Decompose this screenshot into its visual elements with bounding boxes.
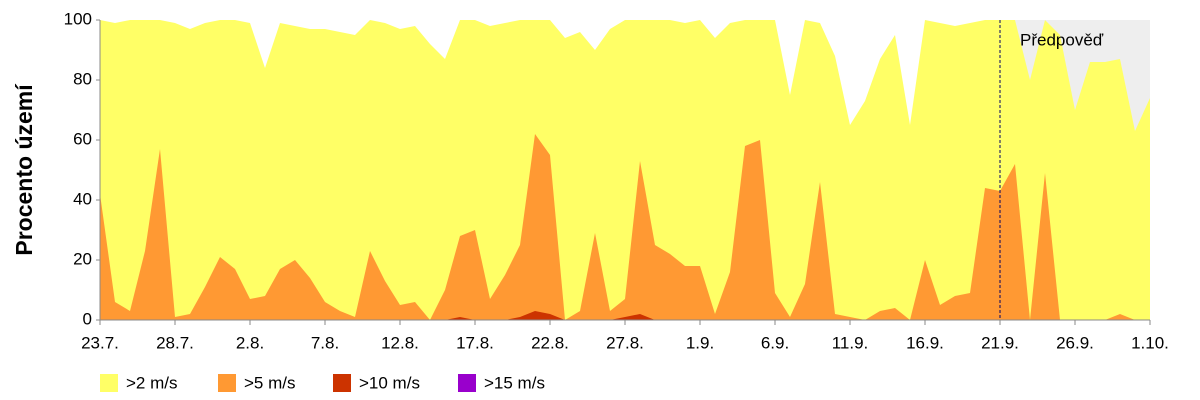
x-tick-label: 2.8. [236,333,264,352]
legend-swatch [458,374,476,392]
legend-swatch [100,374,118,392]
x-tick-label: 21.9. [981,333,1019,352]
area [100,134,1150,320]
legend-label: >10 m/s [359,373,420,392]
x-tick-label: 26.9. [1056,333,1094,352]
y-tick-label: 100 [64,9,92,28]
x-tick-label: 27.8. [606,333,644,352]
x-tick-label: 1.9. [686,333,714,352]
x-tick-label: 17.8. [456,333,494,352]
x-tick-label: 28.7. [156,333,194,352]
x-tick-label: 22.8. [531,333,569,352]
y-axis-label: Procento území [11,83,37,256]
area [100,20,1150,320]
legend-swatch [218,374,236,392]
legend-swatch [333,374,351,392]
x-tick-label: 12.8. [381,333,419,352]
legend-label: >15 m/s [484,373,545,392]
y-tick-label: 80 [73,69,92,88]
legend-label: >5 m/s [244,373,296,392]
x-tick-label: 23.7. [81,333,119,352]
x-tick-label: 6.9. [761,333,789,352]
x-tick-label: 11.9. [832,333,869,352]
forecast-label: Předpověď [1020,30,1104,49]
x-tick-label: 1.10. [1131,333,1169,352]
legend-label: >2 m/s [126,373,178,392]
y-tick-label: 40 [73,189,92,208]
area [100,311,1150,320]
x-tick-label: 16.9. [906,333,944,352]
y-tick-label: 20 [73,249,92,268]
y-tick-label: 0 [83,309,92,328]
x-tick-label: 7.8. [311,333,339,352]
y-tick-label: 60 [73,129,92,148]
